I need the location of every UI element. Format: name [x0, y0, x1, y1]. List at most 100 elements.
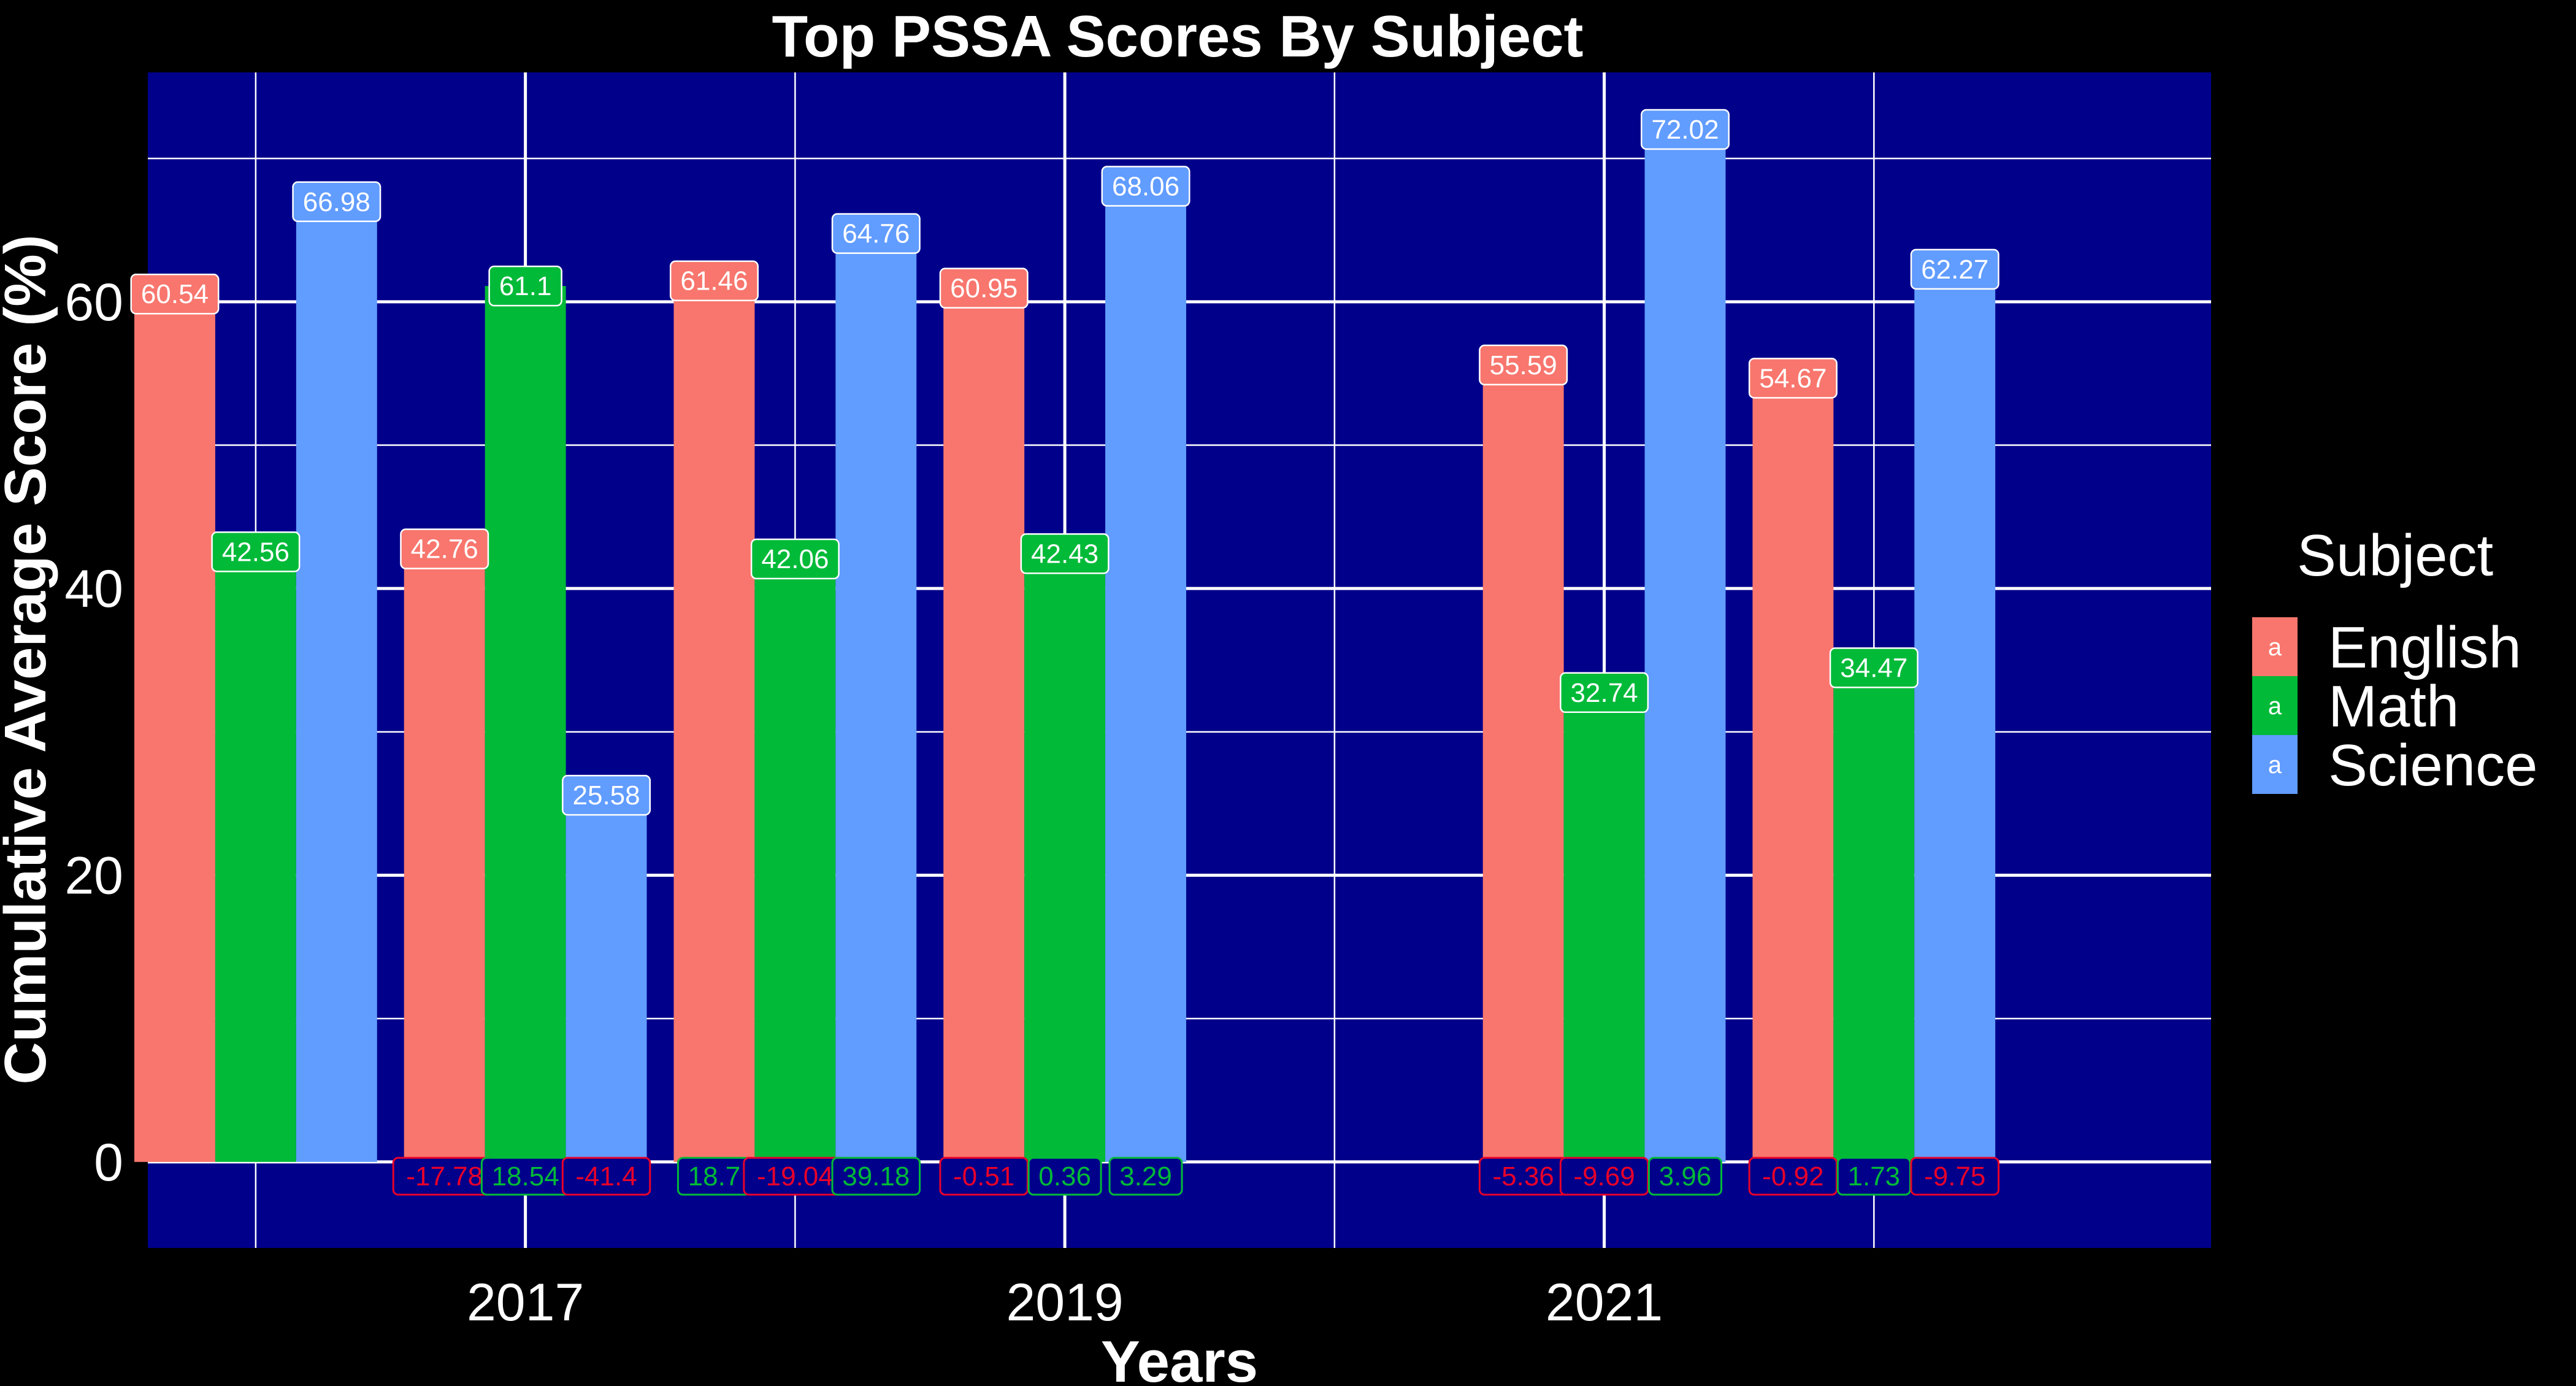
change-label-box	[1027, 1157, 1102, 1196]
change-label-text: -17.78	[406, 1161, 483, 1192]
change-label: -0.92	[1748, 1157, 1838, 1196]
change-label: 3.29	[1108, 1157, 1183, 1196]
bar-value-label: 66.98	[292, 181, 381, 223]
change-label-text: 18.7	[688, 1161, 741, 1192]
bar-math	[1563, 692, 1645, 1162]
bar-value-label-box	[669, 260, 759, 301]
bar-value-label-text: 42.76	[411, 534, 478, 564]
legend-item-english: a English	[2252, 615, 2521, 680]
legend-key-letter: a	[2268, 693, 2282, 720]
bar-value-label: 64.76	[831, 213, 921, 254]
legend-title: Subject	[2297, 523, 2493, 588]
change-label-box	[1559, 1157, 1649, 1196]
x-axis-title: Years	[1101, 1329, 1258, 1386]
bar-science	[835, 233, 917, 1162]
bar-value-label-box	[211, 531, 301, 572]
bar-value-label: 61.1	[488, 265, 562, 307]
bar-value-label: 55.59	[1479, 344, 1568, 386]
bar-value-label-box	[1479, 344, 1568, 386]
bar-value-label-text: 25.58	[573, 780, 640, 810]
bar-english	[673, 280, 755, 1162]
bar-english	[1482, 364, 1564, 1162]
bar-value-label-text: 54.67	[1759, 363, 1827, 393]
bar-value-label-text: 60.95	[950, 274, 1018, 304]
bar-science	[1105, 186, 1186, 1162]
bar-math	[485, 286, 566, 1162]
bar-value-label: 42.06	[750, 538, 840, 580]
legend-item-math: a Math	[2252, 674, 2459, 739]
change-label: 18.7	[677, 1157, 751, 1196]
change-label-box	[1748, 1157, 1838, 1196]
bar-value-label-box	[831, 213, 921, 254]
change-label-text: -0.92	[1762, 1161, 1823, 1192]
bar-value-label-text: 64.76	[842, 219, 910, 249]
legend-label-math: Math	[2328, 674, 2459, 739]
bar-value-label: 68.06	[1101, 166, 1190, 207]
change-label-text: 3.96	[1659, 1161, 1712, 1192]
bar-value-label-box	[1020, 533, 1110, 574]
bar-value-label-box	[292, 181, 381, 223]
legend-key-english	[2252, 617, 2298, 676]
bar-value-label-box	[1910, 248, 1999, 290]
y-tick-label: 0	[94, 1133, 123, 1192]
change-label: -41.4	[561, 1157, 651, 1196]
bar-value-label: 32.74	[1560, 672, 1649, 714]
bar-value-labels: 60.54 42.76 61.46 60.95 55.59 54.67 42.56 61.1 4…	[130, 109, 1999, 816]
change-label-text: -19.04	[757, 1161, 834, 1192]
change-label: -0.51	[939, 1157, 1029, 1196]
bar-value-label: 61.46	[669, 260, 759, 301]
bar-value-label-text: 61.46	[680, 266, 748, 296]
change-label: 39.18	[831, 1157, 921, 1196]
change-label-box	[1836, 1157, 1911, 1196]
bar-value-label-box	[1560, 672, 1649, 714]
bar-value-label: 25.58	[562, 774, 651, 816]
bar-value-label-box	[400, 528, 489, 569]
legend-item-science: a Science	[2252, 733, 2538, 798]
bar-value-label: 72.02	[1641, 109, 1730, 150]
y-tick-label: 60	[64, 273, 123, 332]
bar-value-label: 42.43	[1020, 533, 1110, 574]
bar-value-label: 60.54	[130, 273, 220, 315]
bar-value-label: 54.67	[1748, 358, 1838, 399]
bar-value-label-box	[939, 268, 1029, 309]
bar-value-label-text: 32.74	[1571, 678, 1638, 708]
bar-math	[1024, 553, 1106, 1162]
bar-value-label-text: 61.1	[499, 271, 552, 301]
y-axis-title: Cumulative Average Score (%)	[0, 234, 58, 1084]
bar-value-label-text: 60.54	[141, 279, 209, 309]
bar-english	[134, 294, 215, 1162]
bar-value-label: 62.27	[1910, 248, 1999, 290]
chart-title: Top PSSA Scores By Subject	[772, 4, 1584, 69]
change-label-text: -9.69	[1573, 1161, 1635, 1192]
legend-label-english: English	[2328, 615, 2521, 680]
x-tick-label: 2017	[467, 1273, 584, 1332]
change-label-text: 18.54	[492, 1161, 559, 1192]
bar-science	[1914, 269, 1996, 1162]
change-label: -5.36	[1478, 1157, 1568, 1196]
bar-value-label: 34.47	[1829, 647, 1919, 688]
bar-value-label-text: 62.27	[1921, 255, 1988, 285]
change-label-text: 1.73	[1848, 1161, 1901, 1192]
change-label-box	[1108, 1157, 1183, 1196]
bar-english	[404, 549, 485, 1162]
y-tick-label: 20	[64, 846, 123, 905]
bar-value-label-box	[562, 774, 651, 816]
bar-value-label-box	[130, 273, 220, 315]
legend-key-letter: a	[2268, 752, 2282, 779]
bar-value-label-text: 42.43	[1031, 539, 1098, 569]
legend-label-science: Science	[2328, 733, 2538, 798]
change-label-box	[939, 1157, 1029, 1196]
bar-english	[943, 288, 1025, 1162]
bar-science	[296, 201, 377, 1162]
bars	[134, 129, 1996, 1162]
change-label: -9.69	[1559, 1157, 1649, 1196]
bar-value-label-text: 42.06	[761, 544, 829, 574]
bar-value-label-box	[750, 538, 840, 580]
legend-key-math	[2252, 676, 2298, 735]
bar-value-label-text: 34.47	[1840, 653, 1907, 683]
bar-math	[754, 559, 836, 1162]
bar-value-label-box	[1748, 358, 1838, 399]
bar-math	[215, 552, 296, 1162]
change-label-box	[831, 1157, 921, 1196]
bar-value-label-text: 68.06	[1112, 172, 1179, 202]
